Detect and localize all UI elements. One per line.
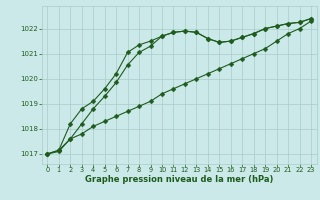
X-axis label: Graphe pression niveau de la mer (hPa): Graphe pression niveau de la mer (hPa) [85,175,273,184]
